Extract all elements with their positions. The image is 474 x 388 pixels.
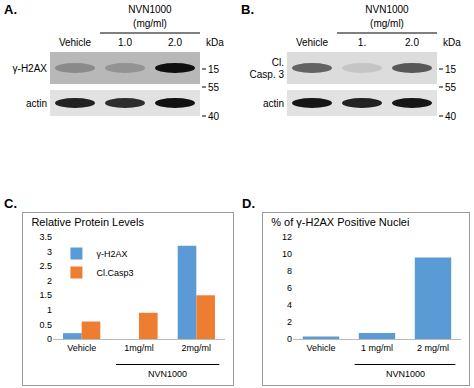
svg-text:1.: 1. [358,37,366,48]
svg-text:γ-H2AX: γ-H2AX [13,63,48,74]
svg-text:3.5: 3.5 [39,232,52,242]
svg-text:1.0: 1.0 [118,37,132,48]
svg-text:12: 12 [282,232,292,242]
svg-text:2.0: 2.0 [168,37,182,48]
html-text:D.: D. [242,196,255,211]
svg-text:55: 55 [445,82,457,93]
svg-text:Vehicle: Vehicle [67,343,96,353]
svg-text:0: 0 [287,334,292,344]
svg-text:NVN1000: NVN1000 [128,4,172,15]
svg-text:4: 4 [287,300,292,310]
svg-text:1: 1 [47,305,52,315]
svg-text:15: 15 [208,64,220,75]
svg-text:2: 2 [287,317,292,327]
svg-text:0: 0 [47,334,52,344]
svg-text:0.5: 0.5 [39,320,52,330]
html-text:C.: C. [4,196,17,211]
svg-text:15: 15 [445,64,457,75]
svg-text:8: 8 [287,266,292,276]
svg-text:Casp. 3: Casp. 3 [250,69,285,80]
svg-text:2.0: 2.0 [405,37,419,48]
svg-text:kDa: kDa [206,37,224,48]
svg-text:Cl.Casp3: Cl.Casp3 [96,268,133,278]
svg-text:Relative Protein Levels: Relative Protein Levels [31,216,144,228]
svg-text:Vehicle: Vehicle [296,37,329,48]
svg-text:2.5: 2.5 [39,261,52,271]
svg-text:40: 40 [445,111,457,122]
svg-text:40: 40 [208,111,220,122]
svg-text:γ-H2AX: γ-H2AX [96,249,127,259]
svg-text:actin: actin [26,98,47,109]
svg-text:A.: A. [4,2,17,17]
svg-text:NVN1000: NVN1000 [148,369,187,379]
svg-text:3: 3 [47,247,52,257]
svg-text:6: 6 [287,283,292,293]
svg-text:% of γ-H2AX Positive Nuclei: % of γ-H2AX Positive Nuclei [271,216,409,228]
svg-text:Vehicle: Vehicle [306,343,335,353]
svg-text:NVN1000: NVN1000 [365,4,409,15]
svg-text:actin: actin [263,98,284,109]
svg-text:NVN1000: NVN1000 [386,369,425,379]
svg-text:(mg/ml): (mg/ml) [133,18,167,29]
svg-text:2: 2 [47,276,52,286]
svg-text:2mg/ml: 2mg/ml [182,343,212,353]
svg-text:1 mg/ml: 1 mg/ml [361,343,393,353]
svg-text:Vehicle: Vehicle [59,37,92,48]
svg-text:1.5: 1.5 [39,290,52,300]
svg-text:55: 55 [208,82,220,93]
svg-text:2 mg/ml: 2 mg/ml [417,343,449,353]
svg-text:kDa: kDa [443,37,461,48]
svg-text:(mg/ml): (mg/ml) [370,18,404,29]
svg-text:Cl.: Cl. [272,57,284,68]
svg-text:B.: B. [241,2,254,17]
svg-text:10: 10 [282,249,292,259]
svg-text:1mg/ml: 1mg/ml [124,343,154,353]
